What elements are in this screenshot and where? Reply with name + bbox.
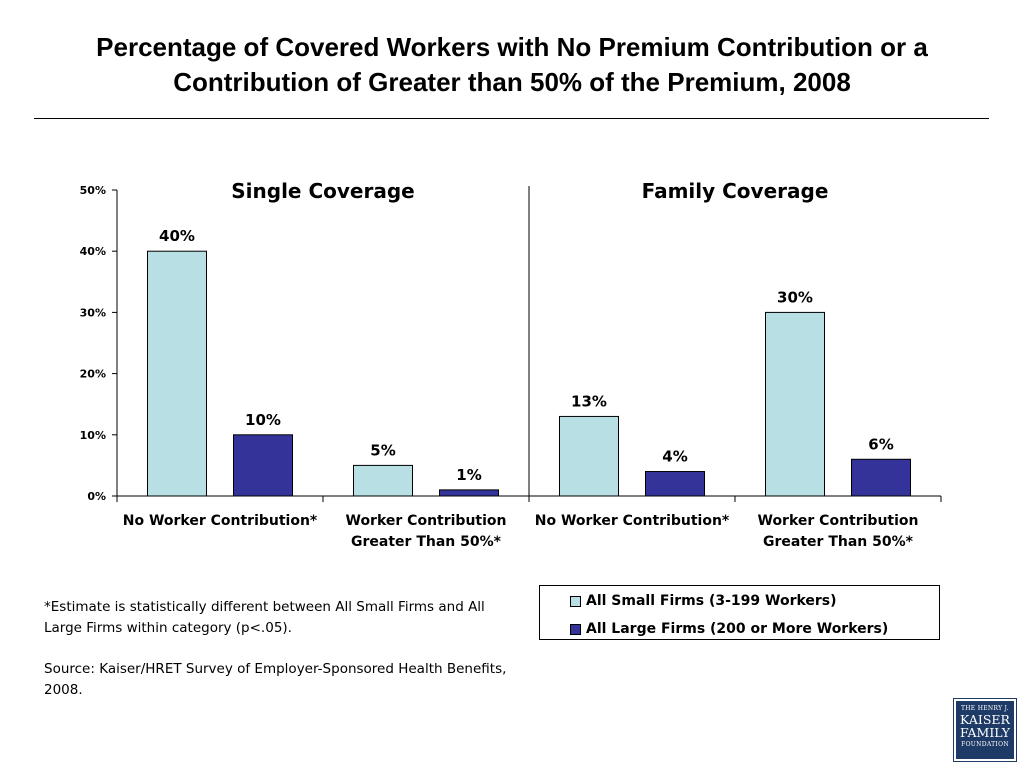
logo-line-2: KAISER (960, 712, 1010, 727)
bar (559, 415, 619, 497)
legend-swatch-small-firms (570, 595, 581, 607)
panel-title: Single Coverage (231, 179, 414, 203)
footnote: *Estimate is statistically different bet… (44, 599, 485, 636)
data-label: 10% (245, 411, 281, 429)
chart-legend: All Small Firms (3-199 Workers) All Larg… (539, 585, 940, 640)
logo-line-4: FOUNDATION (961, 741, 1009, 748)
kaiser-family-foundation-logo: THE HENRY J. KAISER FAMILY FOUNDATION (953, 698, 1017, 762)
source-note: Source: Kaiser/HRET Survey of Employer-S… (44, 661, 507, 698)
data-label: 4% (662, 448, 687, 466)
page-title: Percentage of Covered Workers with No Pr… (96, 32, 928, 97)
bar (233, 434, 293, 497)
logo-line-1: THE HENRY J. (960, 705, 1010, 712)
y-tick-label: 40% (80, 245, 106, 258)
y-tick-label: 20% (80, 368, 106, 381)
bar (147, 250, 207, 497)
data-label: 1% (456, 466, 481, 484)
legend-swatch-large-firms (570, 623, 581, 635)
bar (439, 489, 499, 497)
y-tick-label: 30% (80, 306, 106, 319)
bar (851, 458, 911, 497)
data-label: 13% (571, 392, 607, 410)
bar (353, 464, 413, 497)
logo-line-3: FAMILY (959, 725, 1011, 740)
x-category-label: No Worker Contribution* (535, 513, 730, 529)
x-category-label: No Worker Contribution* (123, 513, 318, 529)
data-label: 40% (159, 227, 195, 245)
title-divider (34, 118, 989, 119)
y-tick-label: 0% (87, 490, 106, 503)
bar (645, 471, 705, 497)
y-tick-label: 10% (80, 429, 106, 442)
data-label: 30% (777, 288, 813, 306)
bar (765, 311, 825, 497)
y-tick-label: 50% (80, 184, 106, 197)
x-category-label: Greater Than 50%* (351, 534, 502, 550)
x-category-label: Worker Contribution (346, 513, 507, 529)
legend-item-small-firms: All Small Firms (3-199 Workers) (570, 592, 837, 610)
x-category-label: Greater Than 50%* (763, 534, 914, 550)
panel-title: Family Coverage (642, 179, 829, 203)
data-label: 5% (370, 441, 395, 459)
legend-item-large-firms: All Large Firms (200 or More Workers) (570, 620, 888, 638)
legend-label-large-firms: All Large Firms (200 or More Workers) (586, 621, 889, 637)
legend-label-small-firms: All Small Firms (3-199 Workers) (586, 593, 837, 609)
data-label: 6% (868, 435, 893, 453)
x-category-label: Worker Contribution (758, 513, 919, 529)
